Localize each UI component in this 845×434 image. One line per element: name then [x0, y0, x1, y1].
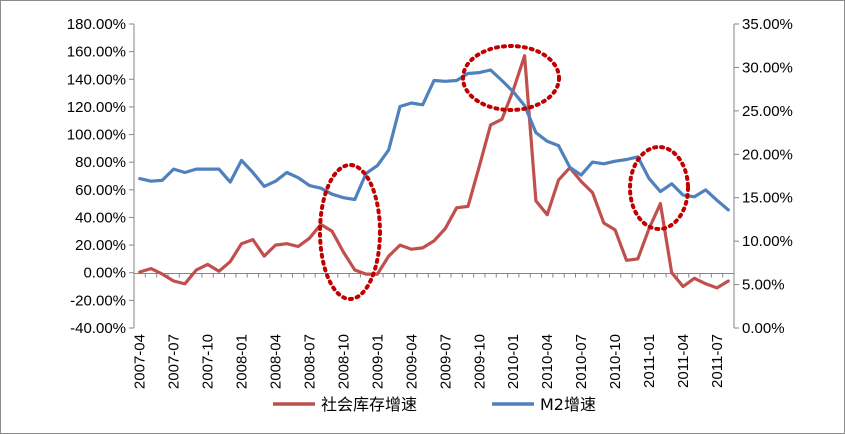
x-tick-label: 2008-07	[301, 334, 318, 389]
right-tick-label: 20.00%	[742, 146, 793, 163]
right-tick-label: 25.00%	[742, 103, 793, 120]
x-tick-label: 2008-10	[335, 334, 352, 389]
x-tick-label: 2010-04	[539, 334, 556, 389]
right-tick-label: 5.00%	[742, 277, 785, 294]
annotation-ellipse	[461, 44, 561, 112]
series-line-red	[138, 54, 730, 290]
x-tick-label: 2009-01	[369, 334, 386, 389]
left-tick-label: -20.00%	[70, 292, 126, 309]
x-tick-label: 2007-10	[200, 334, 217, 389]
left-tick-label: 0.00%	[83, 265, 126, 282]
right-tick-label: 35.00%	[742, 16, 793, 33]
x-tick-label: 2011-01	[641, 334, 658, 388]
x-tick-label: 2008-04	[268, 334, 285, 389]
right-tick-label: 10.00%	[742, 233, 793, 250]
right-tick-label: 0.00%	[742, 320, 785, 337]
right-tick-label: 15.00%	[742, 190, 793, 207]
left-tick-label: 120.00%	[67, 99, 126, 116]
left-tick-label: 140.00%	[67, 71, 126, 88]
x-tick-label: 2009-04	[403, 334, 420, 389]
x-tick-label: 2009-07	[437, 334, 454, 389]
left-tick-label: 180.00%	[67, 16, 126, 33]
legend-label-red: 社会库存增速	[321, 395, 417, 414]
annotation-ellipse	[318, 163, 382, 301]
left-tick-label: 40.00%	[75, 209, 126, 226]
left-tick-label: 60.00%	[75, 182, 126, 199]
x-tick-label: 2010-10	[607, 334, 624, 389]
left-tick-label: 80.00%	[75, 154, 126, 171]
right-tick-label: 30.00%	[742, 59, 793, 76]
left-tick-label: 100.00%	[67, 127, 126, 144]
left-tick-label: 20.00%	[75, 237, 126, 254]
left-tick-label: 160.00%	[67, 44, 126, 61]
left-tick-label: -40.00%	[70, 320, 126, 337]
x-tick-label: 2008-01	[234, 334, 251, 389]
x-tick-label: 2010-07	[573, 334, 590, 389]
series-line-blue	[138, 68, 730, 212]
x-tick-label: 2010-01	[505, 334, 522, 389]
x-tick-label: 2011-07	[709, 334, 726, 388]
x-tick-label: 2007-04	[132, 334, 149, 389]
x-tick-label: 2009-10	[471, 334, 488, 389]
legend-label-blue: M2增速	[540, 395, 596, 414]
x-tick-label: 2011-04	[675, 334, 692, 388]
annotation-ellipse	[628, 145, 690, 231]
x-tick-label: 2007-07	[166, 334, 183, 389]
